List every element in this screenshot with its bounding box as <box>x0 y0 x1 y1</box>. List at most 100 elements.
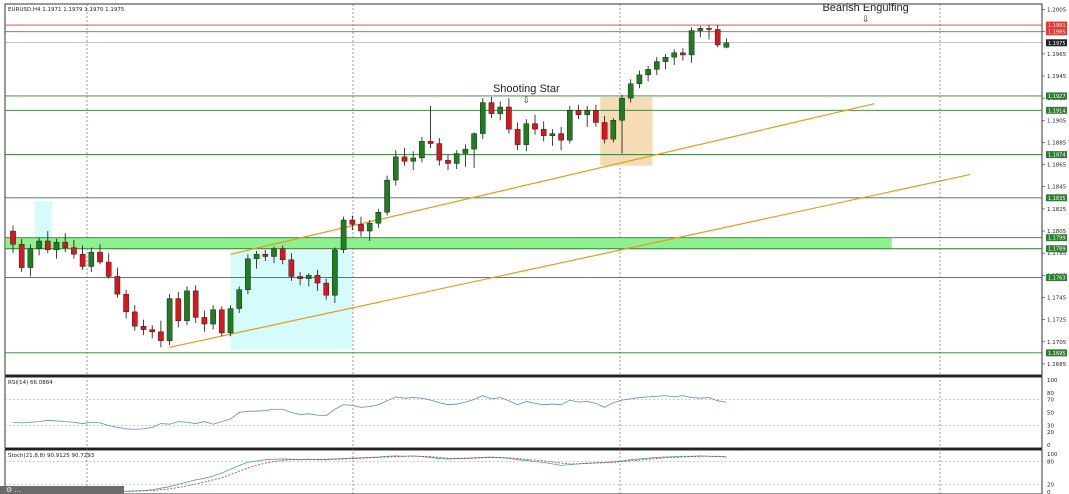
candle-bull <box>645 69 651 76</box>
candle-bear <box>488 102 495 114</box>
price-label-bg <box>1046 21 1067 29</box>
candle-bear <box>149 329 156 333</box>
candle-bull <box>471 133 477 150</box>
candle-bear <box>514 128 521 145</box>
price-label: 1.1991 <box>1048 23 1066 29</box>
candle-bear <box>349 219 356 225</box>
candle-bull <box>366 223 373 232</box>
candle-bear <box>45 240 51 251</box>
candle-bull <box>453 153 460 164</box>
price-label-bg <box>1046 92 1067 100</box>
candle-bull <box>662 56 669 62</box>
candle-bull <box>36 240 42 249</box>
horizontal-levels <box>5 24 1042 354</box>
candle-bear <box>445 159 451 164</box>
price-label: 1.1927 <box>1048 94 1066 100</box>
candle-bull <box>723 42 730 48</box>
candle-bull <box>688 30 695 56</box>
candle-bull <box>236 289 243 309</box>
candle-bull <box>340 219 347 251</box>
candle-bull <box>384 179 390 213</box>
candle-bear <box>358 224 364 232</box>
candle-bear <box>131 311 138 327</box>
candle-bear <box>436 143 443 161</box>
candle-bear <box>314 275 321 284</box>
trendline <box>169 173 971 348</box>
candle-bull <box>53 241 60 251</box>
rsi-tick-label: 20 <box>1047 430 1054 436</box>
stoch-pane[interactable] <box>4 449 1043 494</box>
candle-bear <box>10 230 16 245</box>
price-label: 1.1985 <box>1048 30 1066 36</box>
price-tick-label: 1.1705 <box>1047 340 1067 346</box>
candle-bear <box>506 106 512 130</box>
candle-bull <box>27 248 34 268</box>
candle-bull <box>245 258 251 290</box>
stoch-header: Stoch(21,8,8) 90.9125 90.7293 <box>8 453 95 459</box>
price-tick-label: 1.1965 <box>1047 52 1067 58</box>
candle-bear <box>540 128 547 136</box>
price-label-bg <box>1046 106 1067 114</box>
main-pane[interactable] <box>4 3 1043 376</box>
price-tick-label: 1.1845 <box>1047 185 1067 191</box>
candle-bull <box>636 74 643 84</box>
price-tick-label: 1.1945 <box>1047 74 1067 80</box>
stoch-signal-line <box>13 455 727 492</box>
candle-bull <box>184 290 190 321</box>
candle-bull <box>210 309 216 325</box>
candle-bear <box>427 141 434 144</box>
candle-bull <box>584 110 590 115</box>
rsi-header: RSI(14) 66.0884 <box>8 380 53 386</box>
price-tick-label: 1.1905 <box>1047 118 1067 124</box>
candle-bear <box>140 326 147 330</box>
rsi-tick-label: 80 <box>1047 391 1054 397</box>
candle-bull <box>549 133 556 136</box>
candle-bear <box>558 133 564 141</box>
candle-bear <box>71 247 77 255</box>
candle-bear <box>288 259 295 277</box>
price-label: 1.1874 <box>1048 153 1066 159</box>
candle-bull <box>610 120 617 140</box>
candle-bull <box>462 148 469 154</box>
rsi-tick-label: 100 <box>1047 378 1058 384</box>
price-axis: 1.20051.19851.19651.19451.19251.19051.18… <box>1042 8 1067 368</box>
candle-bull <box>306 275 312 279</box>
candle-bear <box>158 331 164 341</box>
price-label: 1.1835 <box>1048 196 1066 202</box>
candle-bull <box>627 83 634 99</box>
price-label-bg <box>1046 245 1067 253</box>
candle-bear <box>62 241 68 248</box>
rsi-pane[interactable] <box>4 376 1043 449</box>
price-tick-label: 1.2005 <box>1047 8 1067 14</box>
candle-bull <box>419 141 425 159</box>
zone-cyan <box>34 201 53 238</box>
trendline <box>230 103 875 255</box>
trendlines <box>169 103 971 348</box>
candle-bull <box>567 110 573 141</box>
candle-bear <box>201 317 208 325</box>
price-label-bg <box>1046 349 1067 357</box>
price-label-bg <box>1046 151 1067 159</box>
candle-bull <box>697 28 704 31</box>
candle-bear <box>575 110 582 115</box>
candle-bear <box>401 156 408 162</box>
bearish-engulfing-arrow-icon: ⇩ <box>862 14 870 24</box>
candle-bear <box>192 290 199 318</box>
candle-bull <box>332 249 338 296</box>
candle-bear <box>79 254 86 267</box>
main-header: EURUSD,H4 1.1971 1.1979 1.1970 1.1975 <box>8 7 125 13</box>
candle-bear <box>279 248 286 261</box>
candle-bear <box>218 309 225 334</box>
candle-bear <box>532 123 538 130</box>
candle-bull <box>523 123 530 145</box>
candles <box>10 25 730 348</box>
candle-bear <box>18 244 25 268</box>
price-tick-label: 1.1685 <box>1047 362 1067 368</box>
candle-bear <box>680 52 686 56</box>
price-tick-label: 1.1785 <box>1047 251 1067 257</box>
stoch-plot: 100 80 20 0 <box>5 452 1058 494</box>
candle-bull <box>671 52 677 58</box>
candle-bear <box>105 261 112 277</box>
